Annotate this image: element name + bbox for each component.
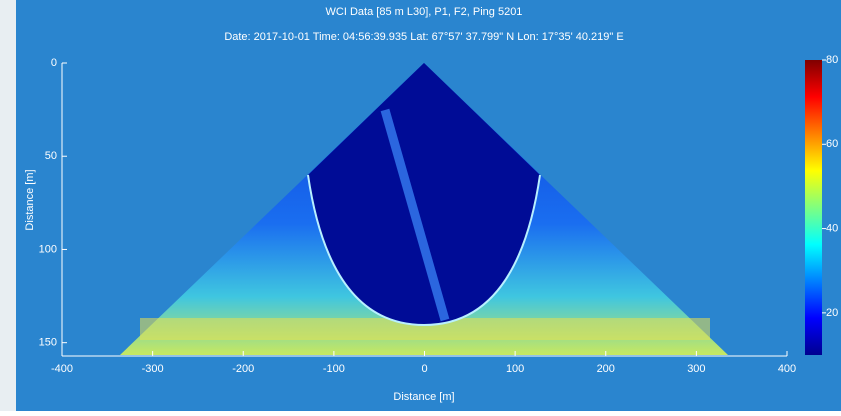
x-tick-label: -400 [51,363,73,375]
x-tick-label: 200 [597,363,615,375]
colorbar-tick-label: 20 [826,307,838,319]
x-axis-label: Distance [m] [393,391,454,403]
x-tick-label: -300 [142,363,164,375]
x-tick-label: -200 [232,363,254,375]
x-tick-label: 0 [421,363,427,375]
left-strip [0,0,16,411]
y-axis-label: Distance [m] [24,169,36,230]
y-tick-label: 150 [39,337,57,349]
y-tick-label: 50 [45,150,57,162]
chart-subtitle: Date: 2017-10-01 Time: 04:56:39.935 Lat:… [224,31,623,43]
x-tick-label: 400 [778,363,796,375]
colorbar-tick-label: 60 [826,138,838,150]
y-tick-label: 100 [39,243,57,255]
colorbar [805,60,822,355]
x-tick-label: 300 [687,363,705,375]
chart: WCI Data [85 m L30], P1, F2, Ping 5201 D… [0,0,841,411]
y-tick-label: 0 [51,57,57,69]
x-tick-label: -100 [323,363,345,375]
page: {"chart_data": {"type": "heatmap", "titl… [0,0,841,411]
colorbar-tick-label: 40 [826,222,838,234]
chart-title: WCI Data [85 m L30], P1, F2, Ping 5201 [326,6,523,18]
colorbar-tick-label: 80 [826,54,838,66]
x-tick-label: 100 [506,363,524,375]
